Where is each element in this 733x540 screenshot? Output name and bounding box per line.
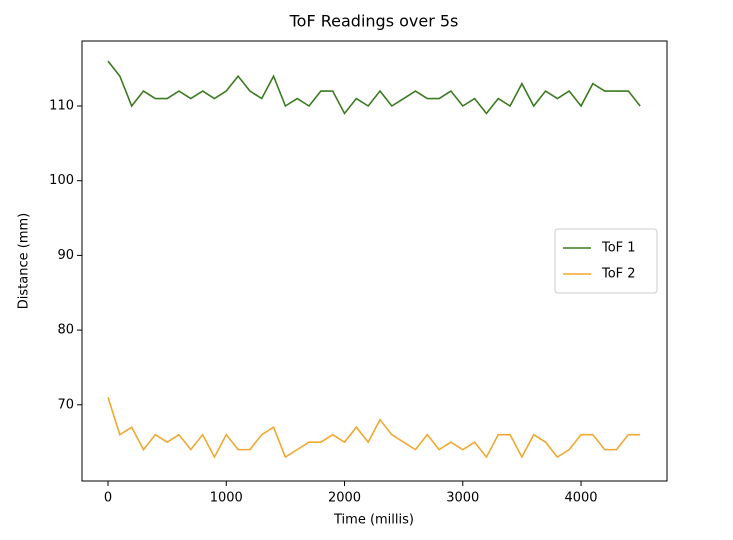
x-tick-label: 2000 (328, 491, 361, 506)
y-tick-label: 90 (57, 248, 74, 263)
y-tick-label: 70 (57, 397, 74, 412)
series-line (107, 397, 641, 459)
legend-box (554, 228, 658, 294)
series-line (107, 60, 641, 115)
x-tick-label: 1000 (210, 491, 243, 506)
x-tick-label: 0 (104, 491, 112, 506)
plot-frame (81, 40, 668, 482)
legend-label: ToF 2 (601, 267, 636, 282)
y-tick-label: 100 (49, 173, 74, 188)
legend-label: ToF 1 (601, 241, 636, 256)
x-tick-label: 4000 (564, 491, 597, 506)
y-tick-label: 80 (57, 323, 74, 338)
y-axis-label: Distance (mm) (17, 213, 32, 309)
chart-title: ToF Readings over 5s (289, 12, 459, 31)
legend: ToF 1 ToF 2 (554, 228, 658, 294)
y-tick-label: 110 (49, 98, 74, 113)
x-axis-label: Time (millis) (333, 513, 414, 528)
x-tick-label: 3000 (446, 491, 479, 506)
